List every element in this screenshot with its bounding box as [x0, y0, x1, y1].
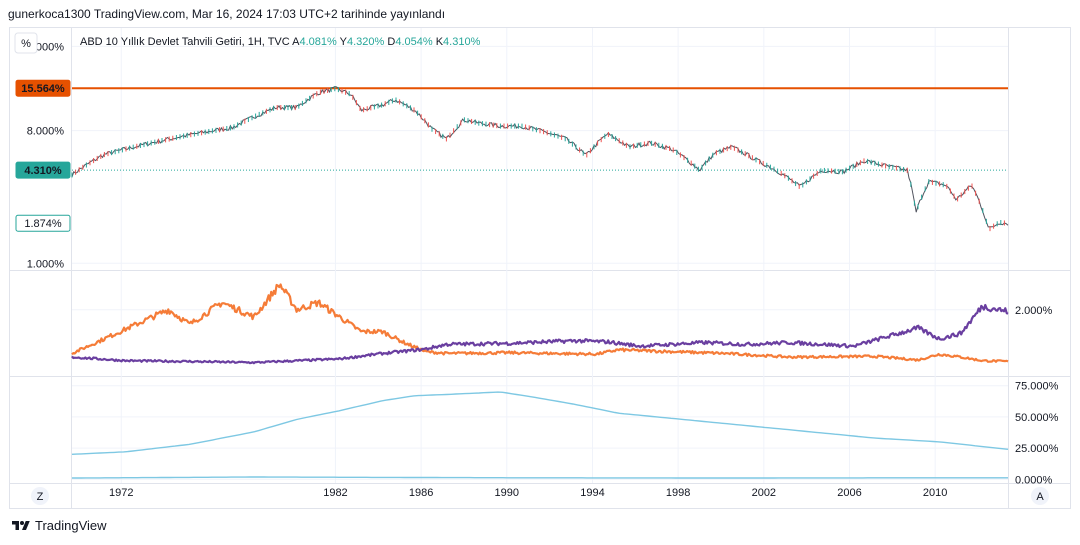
orange-series-line [71, 283, 1009, 363]
z-button[interactable] [31, 487, 49, 505]
legend-title: ABD 10 Yıllık Devlet Tahvili Getiri, 1H,… [80, 36, 292, 48]
price-badge-label: 15.564% [21, 83, 65, 95]
tradingview-logo-icon [12, 520, 30, 530]
x-tick-label: 1990 [495, 487, 519, 499]
footer-brand: TradingView [35, 518, 107, 533]
ohlc-value: 4.081% [299, 36, 339, 48]
x-tick-label: 2010 [923, 487, 947, 499]
ohlc-value: 4.310% [443, 36, 481, 48]
bottom-y-tick: 25.000% [1015, 443, 1059, 455]
tradingview-footer: TradingView [10, 518, 107, 533]
upper-area-line [71, 391, 1009, 455]
ohlc-label: Y [340, 36, 348, 48]
z-button-label: Z [37, 491, 44, 503]
percent-button-label: % [21, 38, 31, 50]
bottom-y-tick: 0.000% [1015, 474, 1053, 486]
purple-series-line [71, 303, 1009, 365]
ohlc-label: D [387, 36, 395, 48]
x-tick-label: 1982 [323, 487, 347, 499]
price-y-tick: 1.000% [27, 258, 65, 270]
bottom-y-tick: 75.000% [1015, 381, 1059, 393]
price-badge [15, 214, 71, 232]
ohlc-label: A [292, 36, 300, 48]
middle-y-tick: 2.000% [1015, 305, 1053, 317]
x-tick-label: 1986 [409, 487, 433, 499]
x-tick-label: 2006 [837, 487, 861, 499]
price-legend[interactable]: ABD 10 Yıllık Devlet Tahvili Getiri, 1H,… [80, 36, 481, 48]
ohlc-value: 4.320% [347, 36, 387, 48]
a-button[interactable] [1031, 487, 1049, 505]
a-button-label: A [1036, 491, 1044, 503]
bottom-y-tick: 50.000% [1015, 412, 1059, 424]
price-series-line [71, 85, 1009, 228]
x-tick-label: 1998 [666, 487, 690, 499]
publish-header: gunerkoca1300 TradingView.com, Mar 16, 2… [8, 7, 446, 21]
percent-button[interactable] [14, 32, 38, 54]
x-tick-label: 2002 [752, 487, 776, 499]
x-tick-label: 1994 [580, 487, 604, 499]
price-badge [15, 79, 71, 97]
price-badge-label: 1.874% [24, 218, 62, 230]
x-tick-label: 1972 [109, 487, 133, 499]
ohlc-value: 4.054% [395, 36, 435, 48]
price-badge [15, 161, 71, 179]
chart-frame [9, 27, 1071, 509]
lower-area-line [72, 476, 1008, 479]
price-y-tick: 8.000% [27, 126, 65, 138]
price-badge-label: 4.310% [24, 165, 62, 177]
ohlc-label: K [436, 36, 444, 48]
